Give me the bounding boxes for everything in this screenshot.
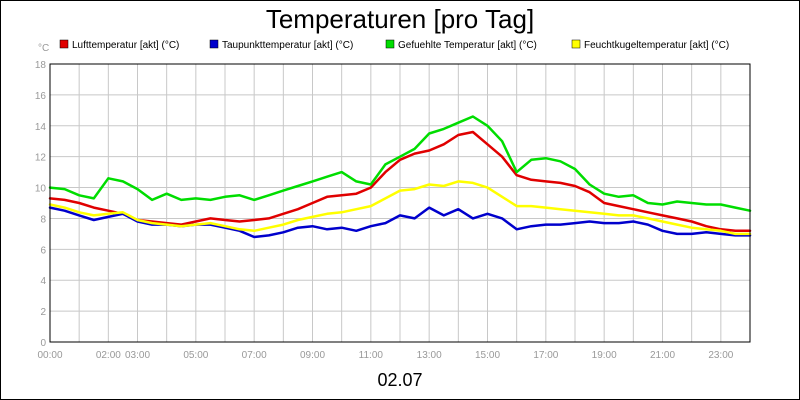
legend-swatch [571,39,581,49]
y-tick-label: 18 [35,60,47,71]
x-tick-label: 17:00 [533,350,558,361]
plot-area-border [49,63,751,343]
x-tick-label: 05:00 [183,350,208,361]
legend: Lufttemperatur [akt] (°C) Taupunkttempera… [59,39,729,51]
date-label: 02.07 [377,370,422,390]
x-tick-label: 15:00 [475,350,500,361]
x-tick-label: 03:00 [125,350,150,361]
x-tick-label: 13:00 [417,350,442,361]
legend-label: Lufttemperatur [akt] (°C) [72,40,179,51]
series-line [48,180,752,236]
x-axis-ticks: 00:00 02:00 03:00 05:00 07:00 09:00 11:00 13:00… [37,350,733,361]
x-tick-label: 11:00 [359,350,384,361]
legend-swatch [209,39,219,49]
series-line [48,115,752,212]
legend-label: Gefuehlte Temperatur [akt] (°C) [398,40,537,51]
chart-title: Temperaturen [pro Tag] [266,4,534,34]
x-tick-label: 09:00 [300,350,325,361]
x-tick-label: 00:00 [37,350,62,361]
x-tick-label: 23:00 [708,350,733,361]
y-axis-unit-label: °C [38,43,49,54]
y-tick-label: 10 [35,184,47,195]
y-tick-label: 14 [35,122,47,133]
y-tick-label: 8 [40,214,46,225]
y-tick-label: 16 [35,91,47,102]
y-tick-label: 12 [35,153,47,164]
x-tick-label: 02:00 [96,350,121,361]
series-line [48,130,752,233]
series-lines [48,115,752,239]
y-tick-label: 6 [40,245,46,256]
legend-swatch [385,39,395,49]
x-tick-label: 19:00 [592,350,617,361]
y-axis-ticks: 0 2 4 6 8 10 12 14 16 18 [35,60,47,349]
y-tick-label: 2 [40,307,46,318]
x-tick-label: 21:00 [650,350,675,361]
legend-swatch [59,39,69,49]
y-tick-label: 4 [40,276,46,287]
x-tick-label: 07:00 [242,350,267,361]
y-tick-label: 0 [40,338,46,349]
legend-label: Feuchtkugeltemperatur [akt] (°C) [584,40,729,51]
legend-label: Taupunkttemperatur [akt] (°C) [222,40,353,51]
grid [50,63,750,343]
